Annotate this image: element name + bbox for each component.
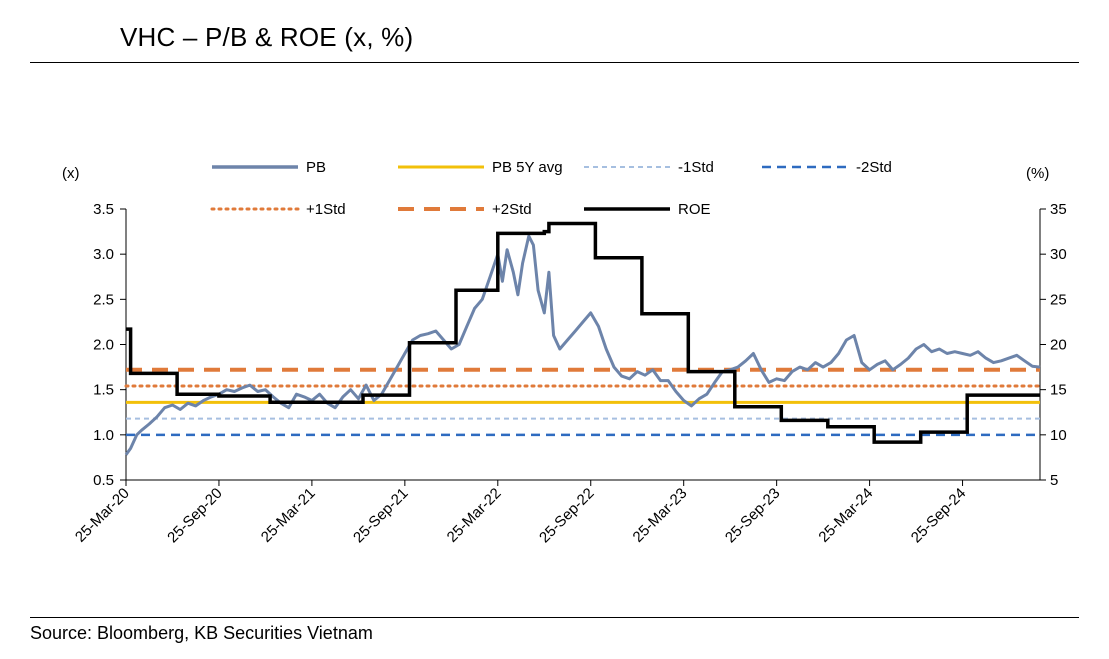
x-tick-label: 25-Mar-22 (444, 485, 505, 546)
x-tick-label: 25-Sep-23 (722, 485, 784, 547)
right-tick-label: 35 (1050, 201, 1067, 218)
right-tick-label: 10 (1050, 427, 1067, 444)
left-tick-label: 2.5 (93, 291, 114, 308)
left-axis-unit: (x) (62, 165, 80, 182)
legend-label: -2Std (856, 159, 892, 176)
right-tick-label: 25 (1050, 291, 1067, 308)
source-note: Source: Bloomberg, KB Securities Vietnam (30, 623, 373, 643)
right-tick-label: 20 (1050, 337, 1067, 354)
pb-roe-chart: PB PB 5Y avg -1Std -2Std +1Std +2Std ROE 0.5 1.… (62, 159, 1067, 546)
x-tick-label: 25-Sep-24 (908, 485, 970, 547)
chart-legend: PB PB 5Y avg -1Std -2Std +1Std +2Std ROE (210, 159, 892, 218)
legend-label: +2Std (492, 201, 532, 218)
x-tick-label: 25-Mar-23 (630, 485, 691, 546)
left-tick-label: 0.5 (93, 472, 114, 489)
x-tick-label: 25-Mar-21 (258, 485, 319, 546)
roe-series-line (126, 221, 1040, 444)
title-divider (30, 62, 1079, 63)
left-tick-label: 1.0 (93, 427, 114, 444)
left-tick-label: 1.5 (93, 382, 114, 399)
chart-title: VHC – P/B & ROE (x, %) (120, 22, 414, 52)
left-tick-label: 3.0 (93, 246, 114, 263)
x-tick-label: 25-Mar-24 (815, 485, 876, 546)
left-tick-label: 3.5 (93, 201, 114, 218)
legend-label: PB 5Y avg (492, 159, 563, 176)
x-tick-label: 25-Sep-22 (536, 485, 598, 547)
legend-label: +1Std (306, 201, 346, 218)
reference-lines (124, 367, 1042, 437)
right-axis-unit: (%) (1026, 165, 1049, 182)
pb-series-line (124, 234, 1041, 456)
legend-label: ROE (678, 201, 711, 218)
x-tick-label: 25-Sep-21 (350, 485, 412, 547)
right-tick-label: 15 (1050, 382, 1067, 399)
right-tick-label: 5 (1050, 472, 1058, 489)
x-tick-label: 25-Sep-20 (164, 485, 226, 547)
x-tick-label: 25-Mar-20 (72, 485, 133, 546)
source-divider (30, 617, 1079, 618)
x-axis-labels: 25-Mar-20 25-Sep-20 25-Mar-21 25-Sep-21 25-M… (72, 480, 969, 546)
legend-label: -1Std (678, 159, 714, 176)
legend-label: PB (306, 159, 326, 176)
left-tick-label: 2.0 (93, 337, 114, 354)
chart-axes: 0.5 1.0 1.5 2.0 2.5 3.0 3.5 5 10 15 20 25 30 35 (x) (%) (62, 165, 1067, 489)
right-tick-label: 30 (1050, 246, 1067, 263)
series-lines (124, 221, 1041, 456)
